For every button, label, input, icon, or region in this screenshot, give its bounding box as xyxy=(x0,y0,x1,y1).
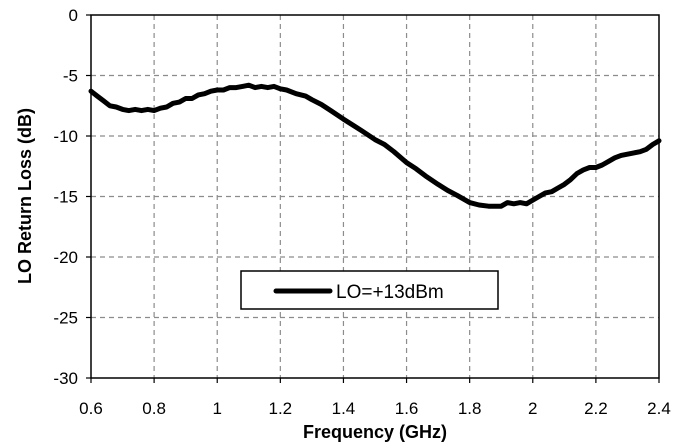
y-tick-labels: 0 -5 -10 -15 -20 -25 -30 xyxy=(53,6,78,388)
y-tick-label: -30 xyxy=(53,369,78,388)
y-tick-label: -25 xyxy=(53,309,78,328)
grid-lines xyxy=(91,15,659,378)
x-tick-label: 1.2 xyxy=(269,399,293,418)
y-tick-label: 0 xyxy=(69,6,78,25)
x-tick-label: 0.8 xyxy=(142,399,166,418)
x-tick-label: 2.2 xyxy=(584,399,608,418)
x-tick-label: 2 xyxy=(528,399,537,418)
x-tick-labels: 0.6 0.8 1 1.2 1.4 1.6 1.8 2 2.2 2.4 xyxy=(79,399,671,418)
y-tick-label: -20 xyxy=(53,248,78,267)
x-axis-title: Frequency (GHz) xyxy=(303,422,447,442)
x-tick-label: 0.6 xyxy=(79,399,103,418)
y-tick-label: -15 xyxy=(53,188,78,207)
y-axis-title: LO Return Loss (dB) xyxy=(15,108,35,284)
tick-marks xyxy=(86,14,660,383)
legend: LO=+13dBm xyxy=(240,270,499,310)
legend-label: LO=+13dBm xyxy=(336,282,444,303)
x-tick-label: 2.4 xyxy=(647,399,671,418)
x-tick-label: 1.8 xyxy=(458,399,482,418)
x-tick-label: 1.4 xyxy=(332,399,356,418)
x-tick-label: 1.6 xyxy=(395,399,419,418)
y-tick-label: -5 xyxy=(63,67,78,86)
y-tick-label: -10 xyxy=(53,127,78,146)
series-line-lo-13dbm xyxy=(88,82,662,209)
x-tick-label: 1 xyxy=(212,399,221,418)
